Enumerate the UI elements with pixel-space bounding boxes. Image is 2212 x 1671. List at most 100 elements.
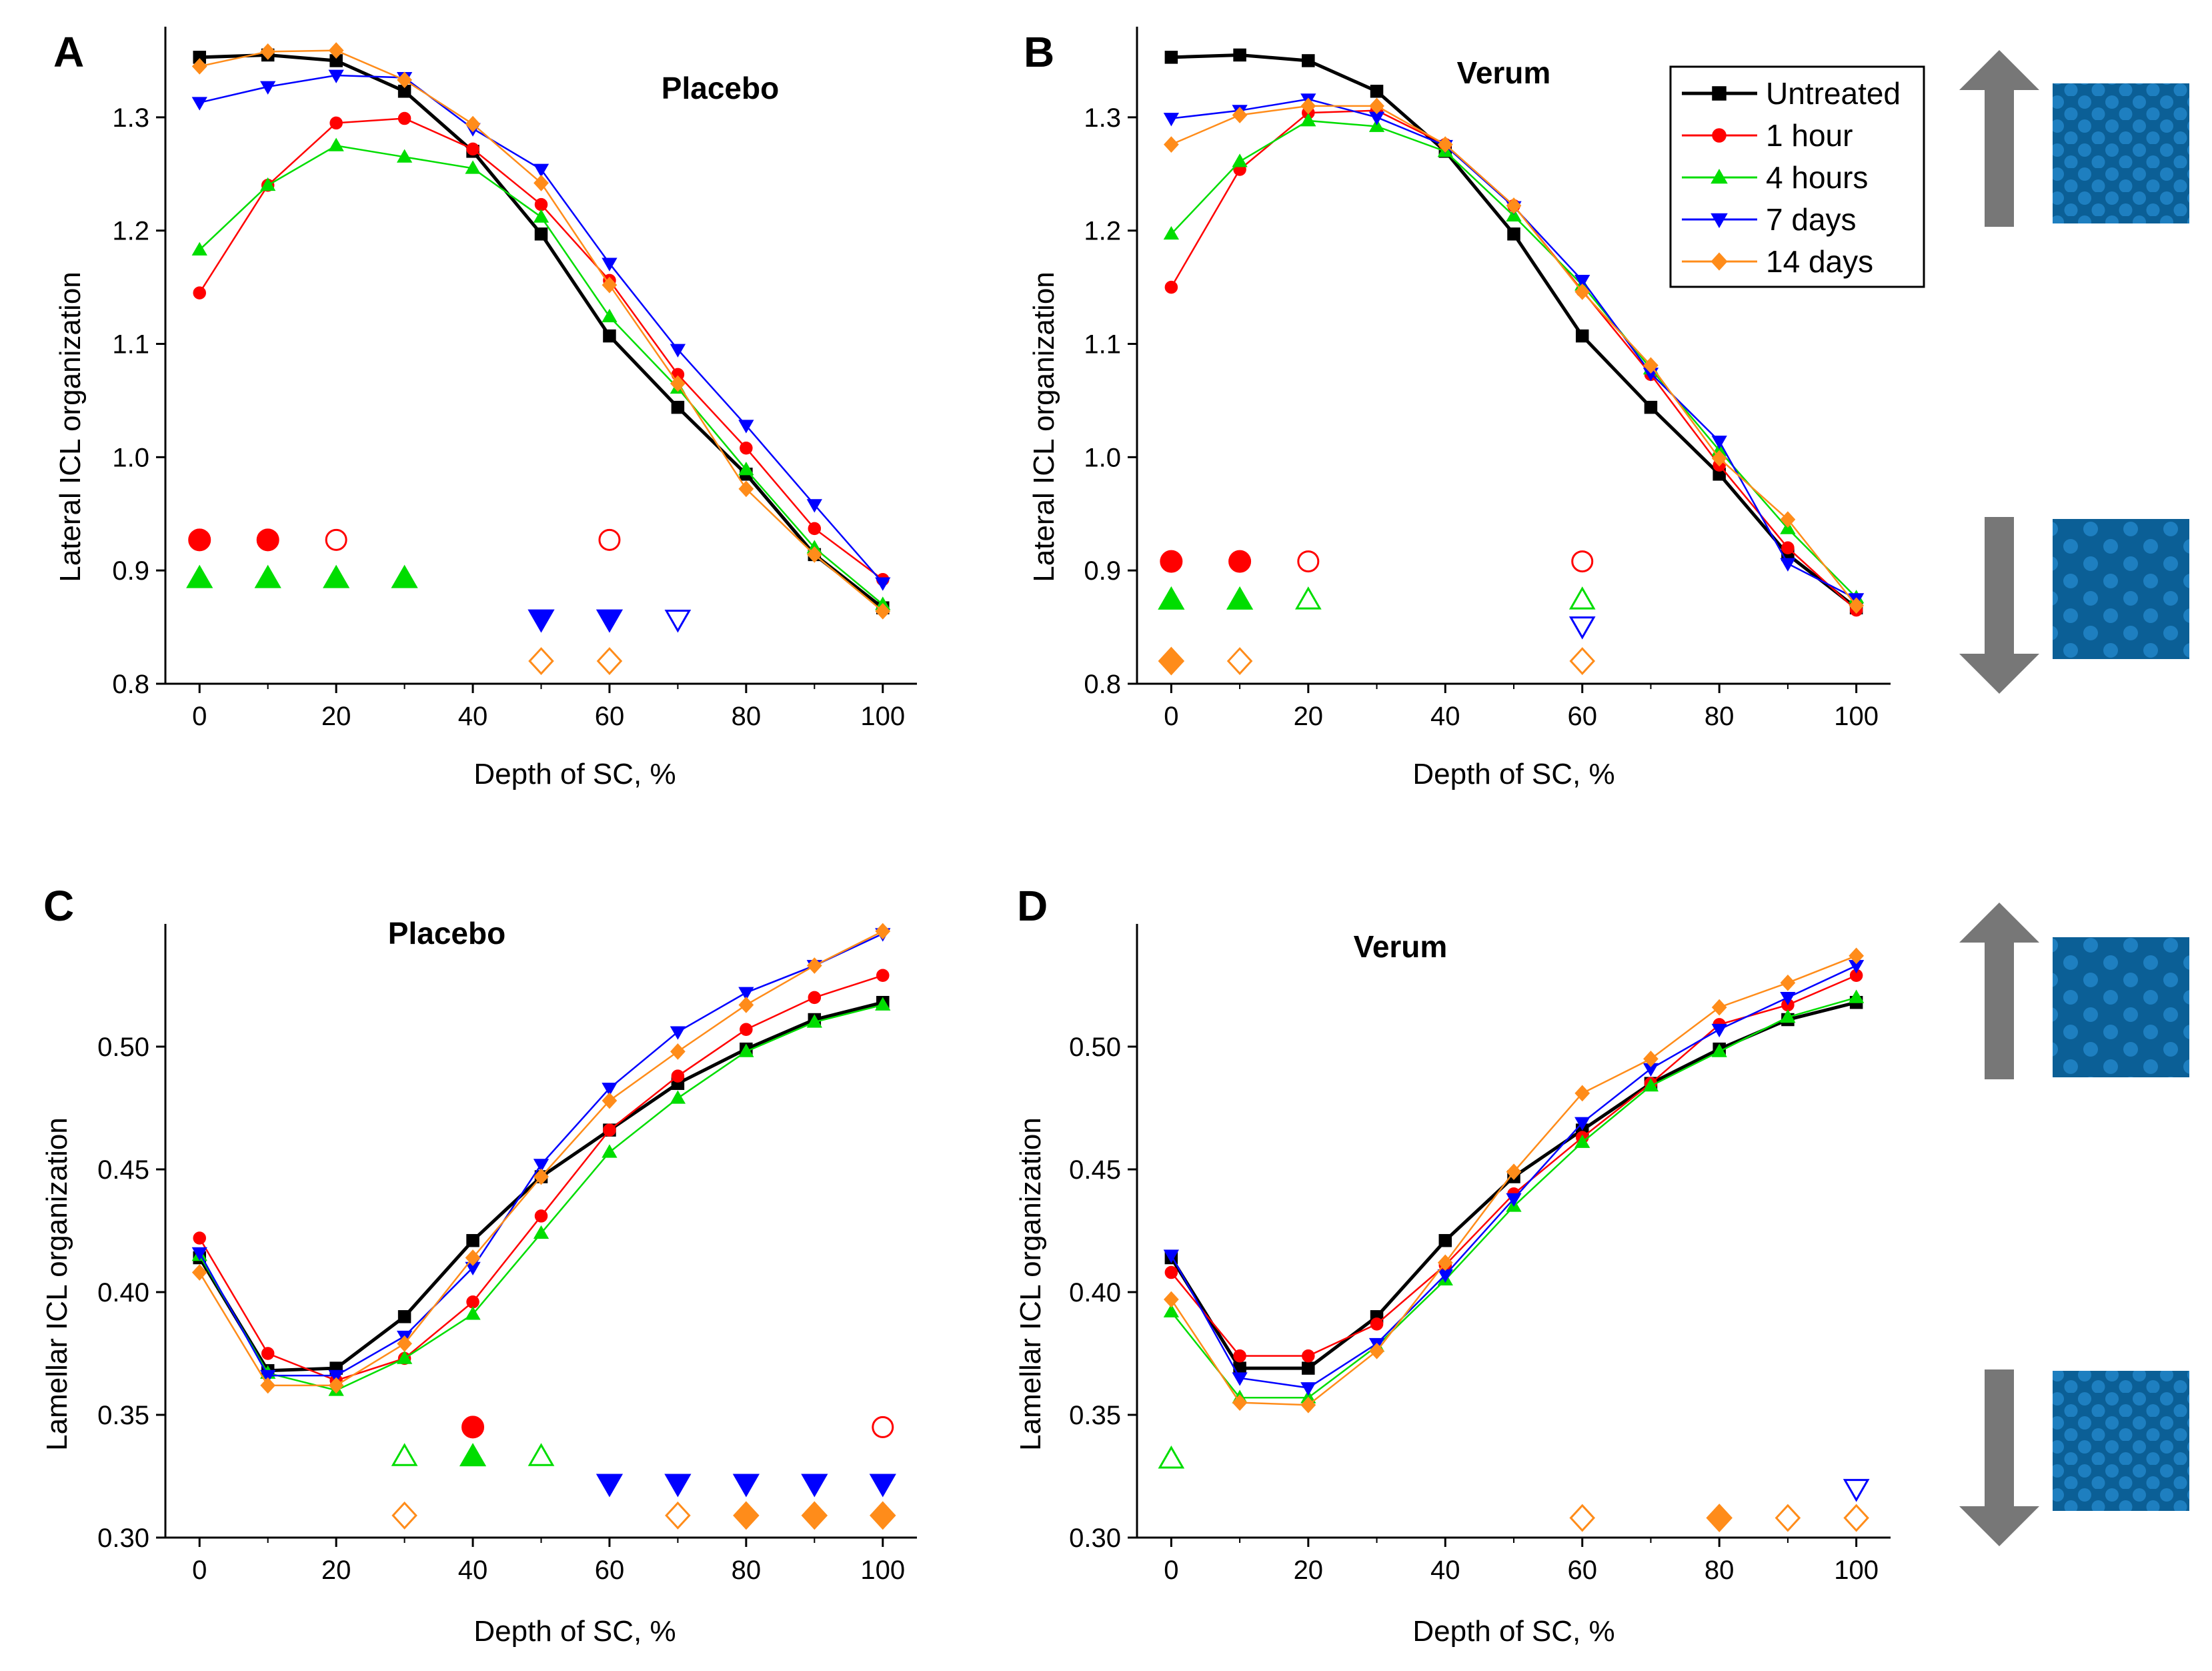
significance-marker-filled <box>732 1474 760 1498</box>
series-line-14-days <box>199 49 884 612</box>
data-point <box>1302 1361 1315 1375</box>
data-point <box>1370 1317 1384 1331</box>
data-point <box>670 1026 686 1040</box>
data-point <box>808 522 822 536</box>
data-point <box>602 1144 618 1158</box>
significance-marker-open <box>1158 1445 1185 1469</box>
y-tick-label: 0.40 <box>1069 1278 1121 1307</box>
significance-marker-filled <box>188 528 211 552</box>
data-point <box>806 957 822 974</box>
significance-marker-filled <box>1228 550 1252 573</box>
data-point <box>738 997 754 1013</box>
x-tick-label: 100 <box>860 702 905 731</box>
data-point <box>1232 1372 1248 1386</box>
y-tick-label: 0.30 <box>1069 1524 1121 1553</box>
y-axis-label: Lamellar ICL organization <box>41 1117 73 1451</box>
data-point <box>397 1335 412 1352</box>
data-point <box>533 1159 549 1173</box>
data-point <box>670 1043 686 1060</box>
data-point <box>396 1350 413 1364</box>
x-tick-label: 20 <box>1294 1556 1324 1585</box>
panel-a: A Placebo 0 20 40 60 80 100 0.8 0.9 1.0 1.1 1.2 1.3… <box>53 27 917 790</box>
significance-marker-open <box>527 1443 555 1466</box>
x-tick-label: 40 <box>458 1556 488 1585</box>
x-tick-label: 40 <box>458 702 488 731</box>
data-point <box>1163 113 1180 127</box>
data-point <box>328 1377 344 1394</box>
significance-marker-open <box>872 1416 894 1438</box>
panel-letter-b: B <box>1024 28 1054 76</box>
x-axis-label: Depth of SC, % <box>1412 1615 1614 1648</box>
side-icons <box>1959 50 2189 1546</box>
data-point <box>875 923 891 940</box>
data-point <box>671 400 685 414</box>
significance-marker-open <box>1569 1504 1596 1532</box>
data-point <box>328 42 344 59</box>
y-tick-label: 0.50 <box>97 1033 149 1062</box>
series-line-untreated <box>1170 1001 1857 1370</box>
significance-marker-open <box>1226 647 1253 675</box>
significance-marker-open <box>1568 616 1596 640</box>
data-point <box>1780 511 1796 528</box>
significance-marker-open <box>1571 550 1594 573</box>
data-point <box>465 115 481 133</box>
significance-marker-open <box>598 528 621 551</box>
data-point <box>465 160 481 174</box>
y-tick-label: 1.2 <box>1084 217 1121 246</box>
data-point <box>670 1090 686 1104</box>
significance-marker-open <box>1568 586 1596 610</box>
data-point <box>397 111 411 125</box>
y-tick-label: 0.45 <box>97 1155 149 1185</box>
significance-marker-filled <box>733 1501 760 1530</box>
legend-label: 1 hour <box>1766 118 1853 153</box>
data-point <box>1163 1303 1180 1317</box>
data-point <box>1369 1342 1384 1359</box>
data-point <box>1163 136 1179 153</box>
data-point <box>875 997 891 1011</box>
y-tick-label: 1.1 <box>112 330 149 360</box>
panel-d: D Verum 0 20 40 60 80 100 0.30 0.35 0.40 0.45 0.50… <box>1014 882 1891 1648</box>
data-point <box>328 69 344 83</box>
legend-marker <box>1711 168 1728 184</box>
data-point <box>328 137 344 151</box>
x-tick-label: 60 <box>1567 702 1597 731</box>
data-point <box>396 149 413 163</box>
y-tick-label: 0.35 <box>1069 1401 1121 1430</box>
legend-label: 7 days <box>1766 202 1857 237</box>
y-tick-label: 0.30 <box>97 1524 149 1553</box>
x-tick-label: 0 <box>1164 702 1178 731</box>
significance-marker-open <box>1297 550 1320 573</box>
significance-marker-open <box>1569 647 1596 675</box>
x-tick-label: 100 <box>860 1556 905 1585</box>
y-tick-label: 1.2 <box>112 217 149 246</box>
data-point <box>534 227 548 241</box>
data-point <box>328 1369 344 1383</box>
data-point <box>740 442 753 455</box>
legend-marker <box>1712 86 1727 101</box>
legend-marker <box>1711 252 1728 271</box>
data-point <box>1574 1117 1590 1131</box>
data-point <box>1438 1233 1452 1247</box>
legend-marker <box>1711 213 1728 229</box>
data-point <box>465 1249 481 1266</box>
y-tick-label: 0.9 <box>112 556 149 586</box>
data-point <box>602 1083 618 1097</box>
loose-packing-schematic-icon <box>2053 937 2189 1077</box>
data-point <box>1164 1265 1178 1279</box>
series-line-untreated <box>199 53 884 610</box>
x-tick-label: 80 <box>732 1556 762 1585</box>
significance-marker-open <box>1294 586 1322 610</box>
data-point <box>738 462 754 476</box>
data-point <box>1780 974 1796 991</box>
data-point <box>466 1295 479 1309</box>
data-point <box>1370 85 1384 98</box>
data-point <box>1302 1349 1315 1363</box>
data-point <box>876 969 890 983</box>
panel-title: Placebo <box>388 916 505 951</box>
series-line-7-days <box>199 933 884 1377</box>
significance-marker-filled <box>801 1474 828 1498</box>
data-point <box>1300 1396 1316 1414</box>
series-line-7-days <box>199 74 884 584</box>
x-tick-label: 100 <box>1834 702 1879 731</box>
significance-marker-filled <box>459 1443 487 1467</box>
